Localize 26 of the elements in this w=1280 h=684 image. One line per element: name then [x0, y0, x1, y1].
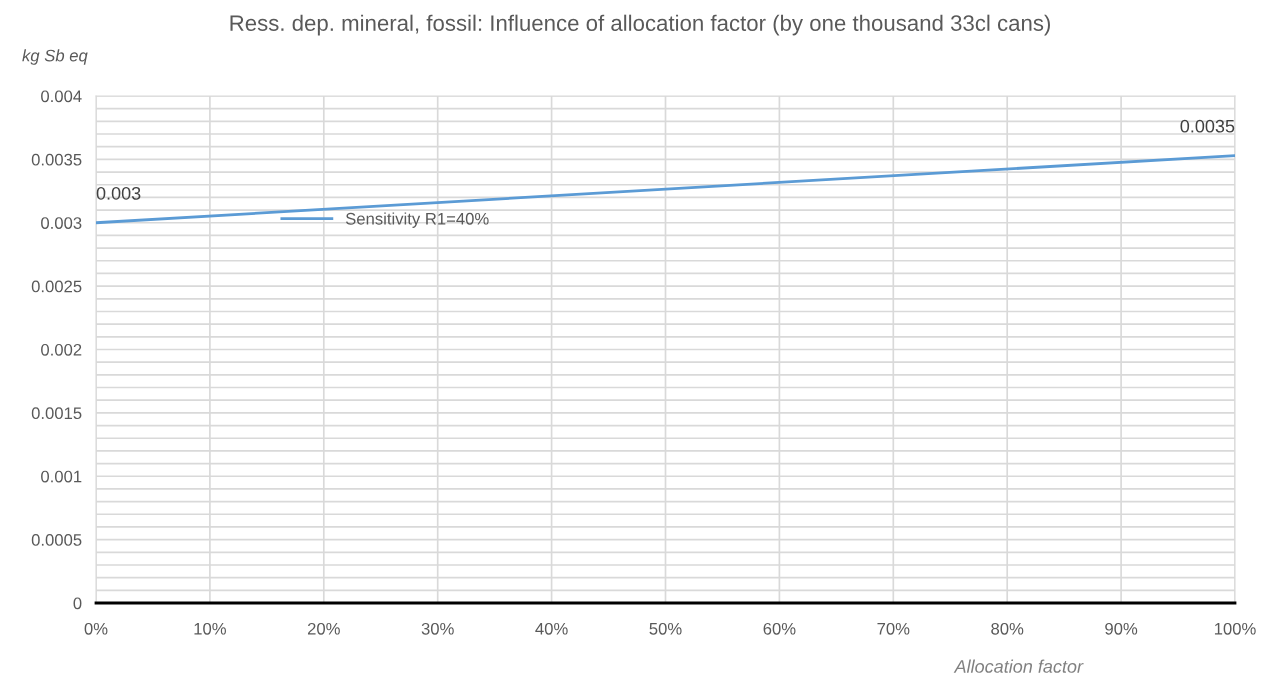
x-tick-label: 0%	[84, 622, 108, 635]
x-tick-label: 70%	[877, 622, 910, 635]
y-tick-label: 0.003	[41, 217, 82, 229]
y-axis-title: kg Sb eq	[22, 49, 88, 65]
x-tick-label: 20%	[307, 622, 340, 635]
y-tick-label: 0.004	[41, 90, 82, 103]
x-tick-label: 90%	[1105, 622, 1138, 635]
x-tick-label: 30%	[421, 622, 454, 635]
x-tick-label: 60%	[763, 622, 796, 635]
y-tick-label: 0.0035	[31, 153, 82, 166]
y-tick-label: 0.002	[41, 343, 82, 356]
legend-label: Sensitivity R1=40%	[345, 212, 489, 228]
y-tick-label: 0.001	[41, 470, 82, 483]
y-tick-label: 0.0015	[31, 407, 82, 420]
x-tick-label: 50%	[649, 622, 682, 635]
y-tick-label: 0.0005	[31, 534, 82, 546]
data-label: 0.003	[96, 186, 141, 200]
x-tick-label: 80%	[991, 622, 1024, 635]
x-tick-label: 10%	[194, 622, 226, 635]
chart-title: Ress. dep. mineral, fossil: Influence of allocation factor (by one thousand 33cl cans)	[230, 14, 1050, 36]
y-tick-label: 0	[73, 597, 82, 610]
x-axis-title: Allocation factor	[953, 659, 1084, 673]
x-tick-label: 40%	[535, 622, 568, 635]
y-tick-label: 0.0025	[31, 280, 82, 293]
data-label: 0.0035	[1180, 119, 1235, 133]
x-tick-label: 100%	[1214, 622, 1256, 635]
